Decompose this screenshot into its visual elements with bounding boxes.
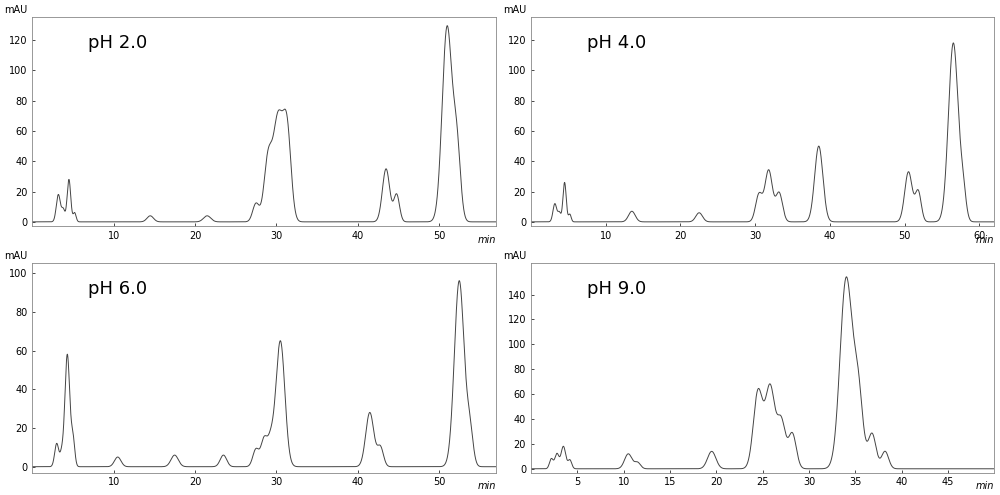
Text: pH 9.0: pH 9.0: [587, 280, 646, 298]
Text: mAU: mAU: [503, 251, 526, 261]
Text: mAU: mAU: [4, 5, 28, 15]
Text: pH 4.0: pH 4.0: [587, 34, 646, 52]
Text: min: min: [976, 235, 994, 245]
Text: mAU: mAU: [503, 5, 526, 15]
Text: min: min: [477, 235, 496, 245]
Text: min: min: [477, 481, 496, 491]
Text: pH 6.0: pH 6.0: [88, 280, 147, 298]
Text: min: min: [976, 481, 994, 491]
Text: pH 2.0: pH 2.0: [88, 34, 147, 52]
Text: mAU: mAU: [4, 251, 28, 261]
